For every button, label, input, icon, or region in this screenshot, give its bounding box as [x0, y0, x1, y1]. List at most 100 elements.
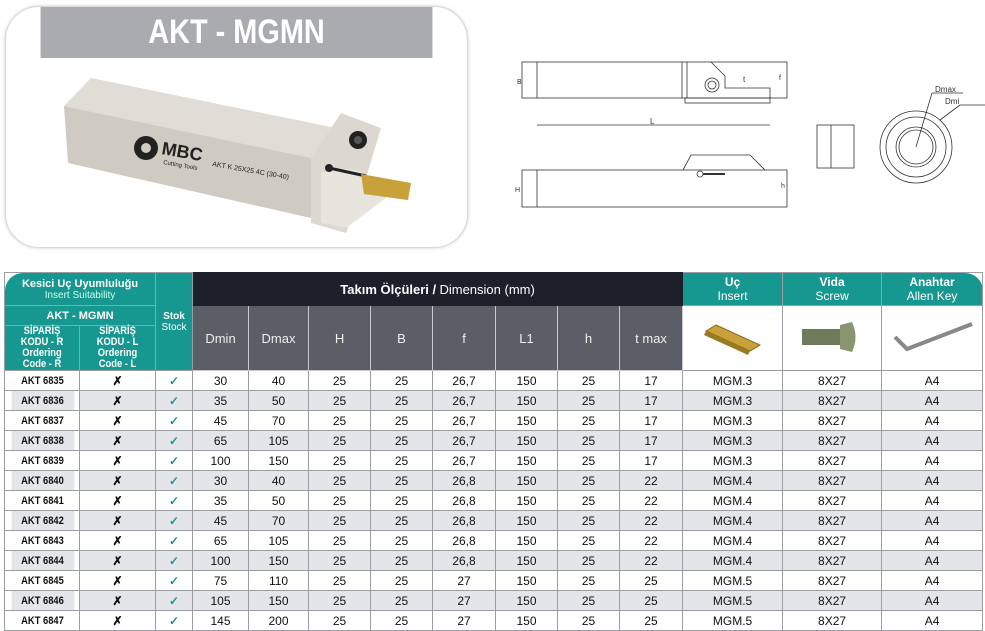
- h: 25: [557, 590, 621, 611]
- dmin: 30: [192, 470, 250, 491]
- allen-key: A4: [881, 370, 984, 391]
- allen-key: A4: [881, 450, 984, 471]
- insert-header: Uç Insert: [682, 272, 784, 306]
- tmax: 22: [619, 490, 684, 511]
- f: 26,7: [432, 390, 497, 411]
- ordering-code-l: ✗: [78, 610, 157, 631]
- insert-suitability-header: Kesici Uç Uyumluluğu Insert Suitability: [3, 272, 157, 306]
- screw: 8X27: [782, 490, 883, 511]
- table-row: AKT 6842 ✗ ✓ 45 70 25 25 26,8 150 25 22 MGM.4 8X27 A4: [5, 510, 984, 531]
- ordering-code-l: ✗: [78, 450, 157, 471]
- H: 25: [308, 590, 372, 611]
- insert: MGM.4: [682, 510, 784, 531]
- stock-check: ✓: [155, 410, 194, 431]
- dmin: 100: [192, 450, 250, 471]
- H: 25: [308, 490, 372, 511]
- ordering-code-r: AKT 6844: [9, 550, 75, 571]
- B: 25: [370, 470, 434, 491]
- B: 25: [370, 370, 434, 391]
- stock-check: ✓: [155, 530, 194, 551]
- L1: 150: [495, 550, 559, 571]
- L1: 150: [495, 490, 559, 511]
- table-row: AKT 6839 ✗ ✓ 100 150 25 25 26,7 150 25 17 MGM.3 8X27…: [5, 450, 984, 471]
- screw: 8X27: [782, 430, 883, 451]
- stock-check: ✓: [155, 510, 194, 531]
- insert: MGM.4: [682, 550, 784, 571]
- insert: MGM.3: [682, 430, 784, 451]
- stock-check: ✓: [155, 610, 194, 631]
- L1: 150: [495, 430, 559, 451]
- insert-image: [682, 305, 784, 371]
- allen-key: A4: [881, 570, 984, 591]
- f: 26,8: [432, 550, 497, 571]
- h: 25: [557, 410, 621, 431]
- ordering-code-l: ✗: [78, 570, 157, 591]
- B: 25: [370, 550, 434, 571]
- ordering-code-r: AKT 6847: [9, 610, 75, 631]
- ordering-code-r: AKT 6843: [9, 530, 75, 551]
- product-title: AKT - MGMN: [40, 7, 433, 58]
- screw-header: Vida Screw: [782, 272, 883, 306]
- h: 25: [557, 370, 621, 391]
- B: 25: [370, 590, 434, 611]
- L1: 150: [495, 370, 559, 391]
- product-card: AKT - MGMN MBC Cutting Tools AKT K 25X25…: [5, 6, 468, 248]
- screw: 8X27: [782, 390, 883, 411]
- screw: 8X27: [782, 550, 883, 571]
- col-dmin: Dmin: [192, 305, 250, 371]
- B: 25: [370, 510, 434, 531]
- screw: 8X27: [782, 450, 883, 471]
- insert: MGM.5: [682, 590, 784, 611]
- H: 25: [308, 390, 372, 411]
- H: 25: [308, 550, 372, 571]
- allen-key: A4: [881, 470, 984, 491]
- stock-check: ✓: [155, 430, 194, 451]
- group-header: AKT - MGMN: [3, 305, 157, 326]
- table-row: AKT 6836 ✗ ✓ 35 50 25 25 26,7 150 25 17 MGM.3 8X27 A4: [5, 390, 984, 411]
- svg-text:Dmax: Dmax: [935, 85, 956, 94]
- stock-header: Stok Stock: [155, 272, 194, 371]
- col-tmax: t max: [619, 305, 684, 371]
- dmin: 75: [192, 570, 250, 591]
- insert: MGM.4: [682, 470, 784, 491]
- B: 25: [370, 570, 434, 591]
- stock-check: ✓: [155, 470, 194, 491]
- ordering-code-r: AKT 6835: [9, 370, 75, 391]
- H: 25: [308, 450, 372, 471]
- dmin: 65: [192, 430, 250, 451]
- allen-key: A4: [881, 390, 984, 411]
- h: 25: [557, 430, 621, 451]
- dmax: 40: [248, 470, 310, 491]
- table-row: AKT 6843 ✗ ✓ 65 105 25 25 26,8 150 25 22 MGM.4 8X27 A…: [5, 530, 984, 551]
- B: 25: [370, 410, 434, 431]
- ordering-code-r: AKT 6838: [9, 430, 75, 451]
- tmax: 17: [619, 430, 684, 451]
- ordering-code-r: AKT 6845: [9, 570, 75, 591]
- L1: 150: [495, 570, 559, 591]
- stock-check: ✓: [155, 390, 194, 411]
- svg-text:Cutting Tools: Cutting Tools: [163, 160, 198, 172]
- dmax: 150: [248, 590, 310, 611]
- ordering-code-r: AKT 6842: [9, 510, 75, 531]
- dmin: 65: [192, 530, 250, 551]
- insert: MGM.3: [682, 410, 784, 431]
- f: 26,8: [432, 510, 497, 531]
- f: 26,7: [432, 450, 497, 471]
- screw: 8X27: [782, 570, 883, 591]
- tmax: 25: [619, 570, 684, 591]
- dmin: 45: [192, 410, 250, 431]
- H: 25: [308, 470, 372, 491]
- dmin: 105: [192, 590, 250, 611]
- dmax: 150: [248, 550, 310, 571]
- L1: 150: [495, 530, 559, 551]
- H: 25: [308, 570, 372, 591]
- svg-text:h: h: [781, 183, 785, 190]
- allen-key: A4: [881, 610, 984, 631]
- svg-text:H: H: [515, 187, 520, 194]
- ordering-code-l: ✗: [78, 390, 157, 411]
- f: 26,7: [432, 410, 497, 431]
- tmax: 22: [619, 550, 684, 571]
- allen-key-image: [881, 305, 984, 371]
- svg-text:B: B: [517, 79, 522, 86]
- allen-key: A4: [881, 410, 984, 431]
